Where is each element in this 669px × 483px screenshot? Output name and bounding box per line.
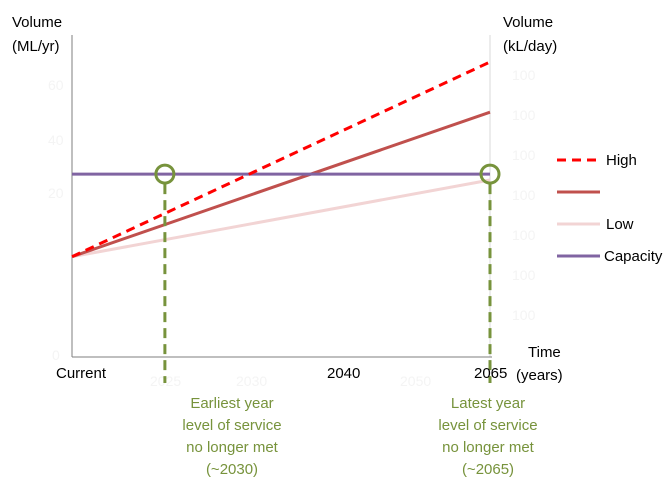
legend: High Low Capacity — [557, 152, 663, 265]
legend-label-high: High — [606, 152, 637, 169]
legend-item-capacity: Capacity — [557, 248, 663, 265]
series-line-high — [71, 60, 491, 259]
svg-text:0: 0 — [52, 347, 60, 363]
left-axis-title-line1: Volume — [12, 14, 62, 31]
legend-label-capacity: Capacity — [604, 248, 663, 265]
annotation-label-latest-line2: level of service — [438, 417, 537, 434]
legend-item-high: High — [557, 152, 637, 169]
faint-left-ticks: 60 40 20 0 — [48, 77, 64, 363]
svg-text:40: 40 — [48, 132, 64, 148]
right-axis-title-line1: Volume — [503, 14, 553, 31]
x-axis-title-line1: Time — [528, 344, 561, 361]
annotation-label-latest-line1: Latest year — [451, 395, 525, 412]
annotation-marker-latest — [479, 163, 501, 185]
series-layer — [71, 60, 491, 259]
annotation-label-latest-line4: (~2065) — [462, 461, 514, 478]
svg-text:100: 100 — [512, 267, 536, 283]
svg-text:100: 100 — [512, 67, 536, 83]
svg-text:2030: 2030 — [236, 373, 267, 389]
svg-text:100: 100 — [512, 107, 536, 123]
legend-item-low: Low — [557, 216, 634, 233]
annotation-label-latest-line3: no longer met — [442, 439, 535, 456]
right-axis-title-line2: (kL/day) — [503, 38, 557, 55]
annotation-marker-earliest — [154, 163, 176, 185]
annotation-label-earliest-line2: level of service — [182, 417, 281, 434]
series-line-medium — [71, 110, 491, 259]
annotation-label-earliest-line3: no longer met — [186, 439, 279, 456]
x-axis-title-line2: (years) — [516, 367, 563, 384]
faint-right-ticks: 100 100 100 100 100 100 100 — [512, 67, 536, 323]
faint-bottom-ticks: 2025 2030 2050 — [150, 373, 431, 389]
legend-label-low: Low — [606, 216, 634, 233]
annotation-layer: Earliest year level of service no longer m… — [154, 163, 538, 478]
svg-text:100: 100 — [512, 147, 536, 163]
annotation-label-earliest-line4: (~2030) — [206, 461, 258, 478]
svg-text:100: 100 — [512, 227, 536, 243]
svg-text:100: 100 — [512, 187, 536, 203]
annotation-label-earliest-line1: Earliest year — [190, 395, 273, 412]
svg-text:60: 60 — [48, 77, 64, 93]
svg-text:2050: 2050 — [400, 373, 431, 389]
x-tick-label-2065: 2065 — [474, 365, 507, 382]
x-tick-label-current: Current — [56, 365, 107, 382]
svg-text:100: 100 — [512, 307, 536, 323]
x-tick-label-2040: 2040 — [327, 365, 360, 382]
left-axis-title-line2: (ML/yr) — [12, 38, 60, 55]
svg-text:20: 20 — [48, 185, 64, 201]
series-line-low — [71, 178, 491, 259]
